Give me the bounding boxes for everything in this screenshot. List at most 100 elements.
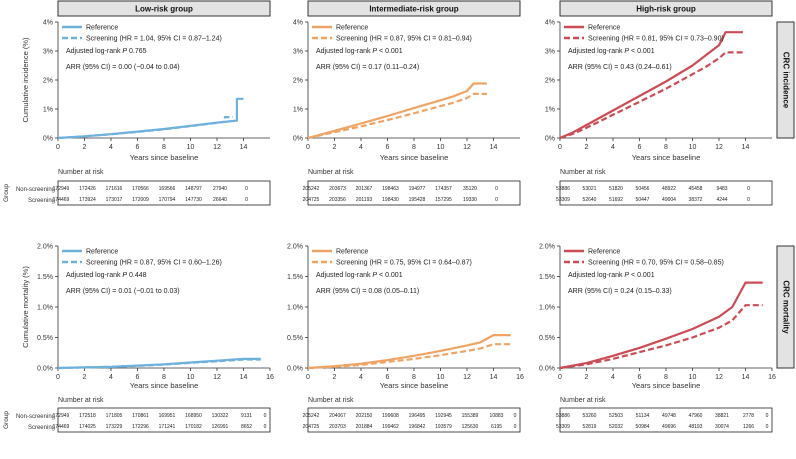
risk-count: 50984 (636, 424, 650, 430)
y-tick-label: 1.0% (37, 304, 53, 311)
risk-count: 130322 (212, 413, 229, 419)
logrank-text: Adjusted log-rank P < 0.001 (316, 48, 403, 55)
y-tick-label: 3% (43, 48, 53, 55)
panel-1-2: 0.0% 0.5% 1.0% 1.5% 2.0% 0 2 4 6 8 10 12 14 16 Years s… (539, 243, 776, 433)
legend-label-reference: Reference (588, 249, 620, 256)
risk-count: 199608 (382, 413, 399, 419)
risk-count: 172009 (132, 197, 149, 203)
risk-count: 51820 (609, 186, 623, 192)
risk-count: 38821 (715, 413, 729, 419)
y-tick-label: 0.5% (287, 335, 303, 342)
risk-table-box (559, 180, 773, 206)
risk-table-title: Number at risk (560, 397, 606, 404)
x-tick-label: 12 (213, 144, 221, 151)
x-tick-label: 8 (664, 374, 668, 381)
screening-curve (57, 358, 261, 370)
x-axis-title: Years since baseline (130, 381, 199, 390)
legend-label-reference: Reference (588, 25, 620, 32)
risk-count: 192945 (435, 413, 452, 419)
risk-count: 157295 (435, 197, 452, 203)
risk-count: 9483 (716, 186, 727, 192)
risk-count: 205242 (303, 186, 320, 192)
x-tick-label: 4 (359, 144, 363, 151)
risk-count: 0 (245, 186, 248, 192)
logrank-text: Adjusted log-rank P < 0.001 (316, 272, 403, 279)
risk-count: 0 (747, 186, 750, 192)
x-axis-title: Years since baseline (632, 153, 701, 162)
x-tick-label: 12 (463, 144, 471, 151)
risk-row-label: Non-screening (16, 187, 55, 193)
y-tick-label: 0.0% (287, 365, 303, 372)
panel-1-1: 0.0% 0.5% 1.0% 1.5% 2.0% 0 2 4 6 8 10 12 14 16 Years s… (287, 243, 524, 433)
risk-count: 194977 (409, 186, 426, 192)
column-header-1: Intermediate-risk group (307, 0, 521, 17)
x-tick-label: 4 (109, 144, 113, 151)
risk-table-title: Number at risk (308, 397, 354, 404)
risk-count: 173229 (106, 424, 123, 430)
column-header-box (559, 0, 773, 17)
y-tick-label: 1.5% (37, 274, 53, 281)
risk-count: 53886 (556, 413, 570, 419)
risk-count: 2778 (743, 413, 754, 419)
risk-count: 198430 (382, 197, 399, 203)
y-tick-label: 0.0% (539, 365, 555, 372)
x-tick-label: 12 (213, 374, 221, 381)
x-tick-label: 10 (187, 374, 195, 381)
screening-curve (307, 92, 487, 140)
x-tick-label: 8 (664, 144, 668, 151)
risk-count: 0 (766, 424, 769, 430)
risk-count: 169951 (159, 413, 176, 419)
risk-table-box (57, 407, 271, 433)
arr-text: ARR (95% CI) = 0.43 (0.24–0.61) (568, 64, 672, 71)
y-tick-label: 2% (545, 77, 555, 84)
y-tick-label: 2.0% (539, 243, 555, 250)
y-tick-label: 1% (293, 106, 303, 113)
x-tick-label: 14 (240, 144, 248, 151)
risk-count: 0 (245, 197, 248, 203)
x-tick-label: 0 (56, 374, 60, 381)
panel-0-0: 0% 1% 2% 3% 4% 0 2 4 6 8 10 12 14 Years since baselin… (16, 19, 271, 206)
risk-count: 53886 (556, 186, 570, 192)
x-tick-label: 2 (333, 374, 337, 381)
risk-count: 172296 (132, 424, 149, 430)
risk-count: 53309 (556, 424, 570, 430)
risk-count: 10883 (490, 413, 504, 419)
y-tick-label: 1.5% (287, 274, 303, 281)
y-tick-label: 4% (43, 19, 53, 26)
risk-count: 0 (264, 413, 267, 419)
risk-count: 171241 (159, 424, 176, 430)
legend-label-screening: Screening (HR = 0.87, 95% CI = 0.81–0.94… (336, 36, 472, 43)
x-tick-label: 8 (412, 374, 416, 381)
x-tick-label: 16 (768, 374, 776, 381)
risk-count: 147730 (185, 197, 202, 203)
x-tick-label: 8 (162, 144, 166, 151)
risk-count: 9131 (241, 413, 252, 419)
risk-count: 49004 (662, 197, 676, 203)
y-tick-label: 0.5% (539, 335, 555, 342)
reference-curve (559, 281, 763, 370)
x-axis-title: Years since baseline (380, 381, 449, 390)
x-tick-label: 10 (437, 374, 445, 381)
row-header-1: CRC mortality (776, 245, 795, 369)
reference-curve (57, 97, 244, 140)
panel-0-2: 0% 1% 2% 3% 4% 0 2 4 6 8 10 12 14 Years since baselin… (545, 19, 773, 206)
x-tick-label: 14 (742, 374, 750, 381)
column-header-0: Low-risk group (57, 0, 271, 17)
x-tick-label: 10 (187, 144, 195, 151)
y-tick-label: 1% (545, 106, 555, 113)
risk-row-label: Non-screening (16, 414, 55, 420)
risk-table-title: Number at risk (58, 397, 104, 404)
risk-count: 169566 (159, 186, 176, 192)
risk-count: 204725 (303, 197, 320, 203)
row-header-0: CRC incidence (776, 21, 795, 139)
risk-count: 26640 (213, 197, 227, 203)
risk-count: 30074 (715, 424, 729, 430)
y-axis-title: Cumulative incidence (%) (21, 37, 30, 123)
risk-count: 48193 (689, 424, 703, 430)
risk-count: 201367 (356, 186, 373, 192)
risk-count: 0 (514, 413, 517, 419)
risk-count: 0 (495, 186, 498, 192)
legend-label-reference: Reference (86, 249, 118, 256)
risk-count: 170794 (159, 197, 176, 203)
reference-curve (307, 334, 511, 370)
